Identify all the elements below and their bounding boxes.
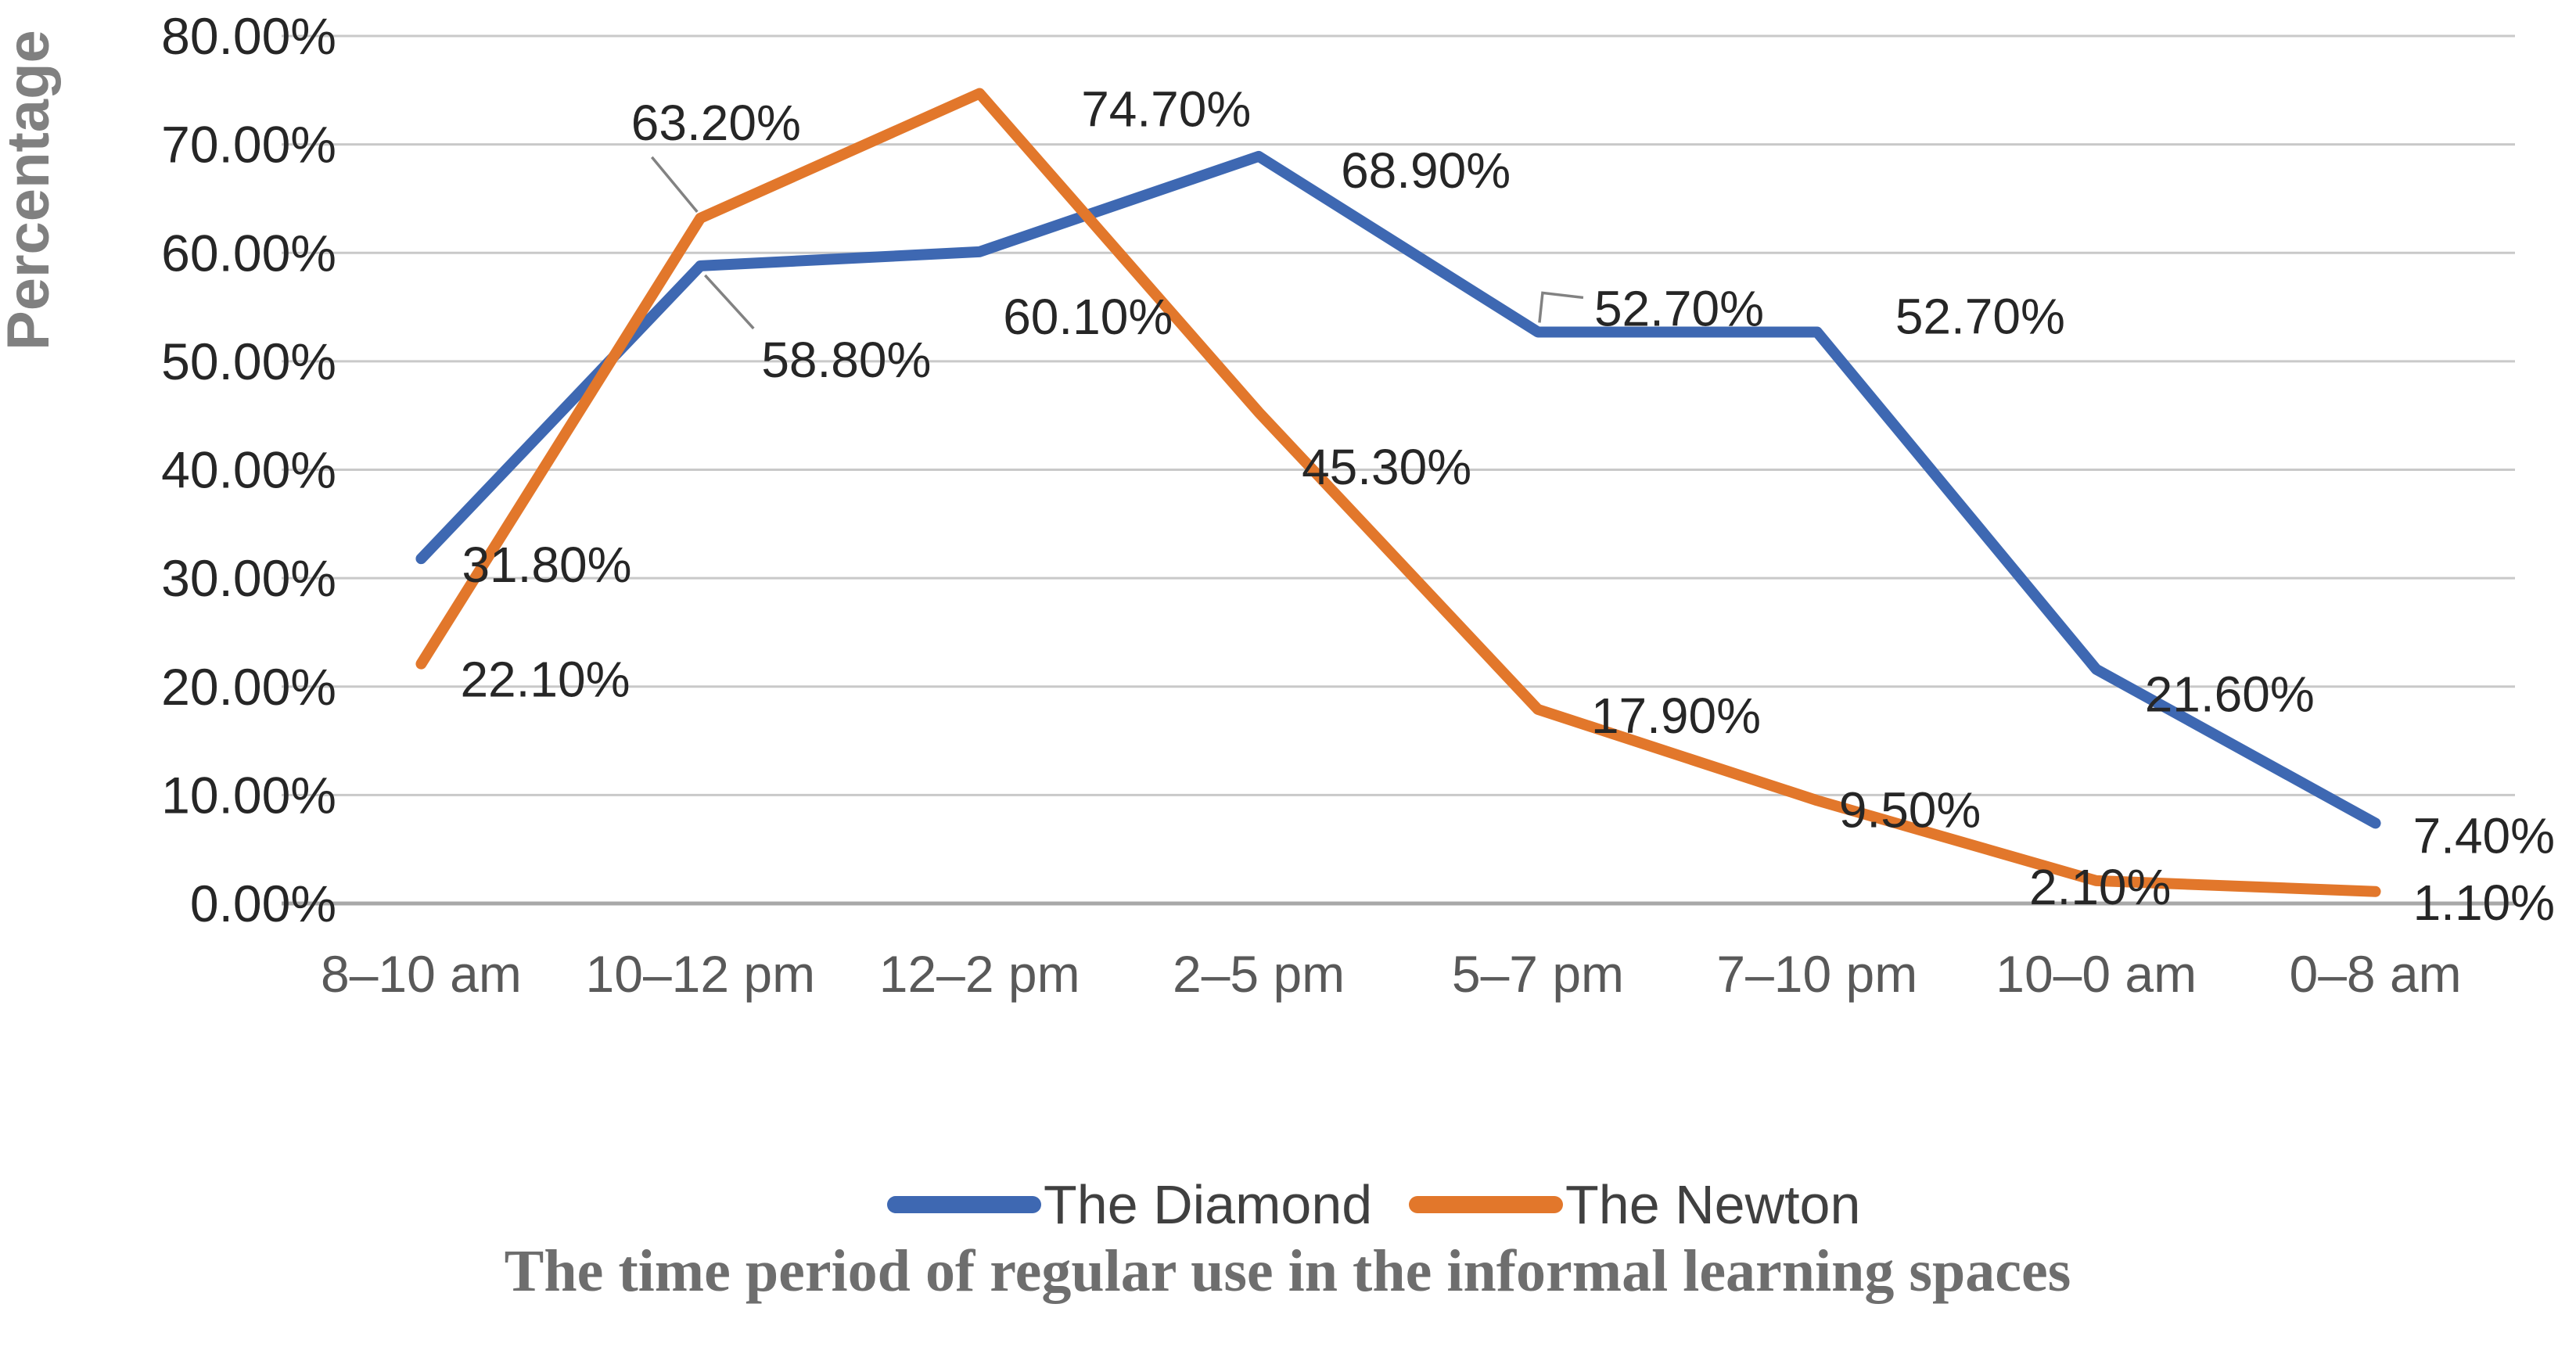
y-tick-label: 0.00% (190, 875, 336, 932)
series-layer (415, 88, 2381, 897)
data-label: 21.60% (2145, 666, 2315, 723)
data-label-layer: 31.80% 58.80% 60.10% 68.90% 52.70% 52.70% 21.6… (460, 81, 2555, 930)
leader-layer (650, 156, 1584, 330)
data-label: 74.70% (1081, 81, 1251, 137)
data-label: 17.90% (1591, 688, 1761, 744)
label-leader-line (1538, 291, 1584, 323)
x-category-label: 12–2 pm (879, 945, 1080, 1003)
data-label: 60.10% (1003, 289, 1173, 345)
data-label: 52.70% (1594, 280, 1764, 336)
data-label: 1.10% (2413, 875, 2555, 931)
chart-title: The time period of regular use in the in… (505, 1238, 2071, 1304)
legend-label-the-newton: The Newton (1565, 1174, 1860, 1235)
legend-label-the-diamond: The Diamond (1044, 1174, 1372, 1235)
grid-layer (282, 34, 2515, 906)
data-label: 63.20% (631, 95, 801, 151)
series-line-the-diamond (415, 150, 2381, 829)
series-line-the-newton (415, 88, 2381, 897)
data-label: 9.50% (1839, 781, 1981, 838)
y-tick-label: 50.00% (161, 332, 336, 390)
y-axis-title: Percentage (0, 30, 62, 350)
x-category-label: 10–0 am (1996, 945, 2197, 1003)
y-tick-label: 10.00% (161, 766, 336, 824)
data-label: 68.90% (1341, 142, 1511, 199)
data-label: 22.10% (460, 652, 630, 708)
y-tick-label: 70.00% (161, 116, 336, 174)
y-tick-label: 20.00% (161, 658, 336, 716)
x-category-label: 8–10 am (321, 945, 522, 1003)
data-label: 45.30% (1302, 439, 1471, 495)
data-label: 7.40% (2413, 807, 2555, 864)
data-label: 2.10% (2029, 859, 2171, 915)
x-category-label: 10–12 pm (586, 945, 816, 1003)
y-tick-label: 80.00% (161, 7, 336, 65)
axis-text-layer: 0.00% 10.00% 20.00% 30.00% 40.00% 50.00% 60.00… (161, 7, 2461, 1003)
label-leader-line (650, 156, 699, 214)
data-label: 58.80% (761, 332, 931, 388)
x-category-label: 0–8 am (2289, 945, 2461, 1003)
y-tick-label: 30.00% (161, 549, 336, 607)
x-category-label: 5–7 pm (1452, 945, 1624, 1003)
x-category-label: 7–10 pm (1716, 945, 1917, 1003)
data-label: 52.70% (1895, 288, 2065, 344)
legend: The Diamond The Newton (887, 1174, 1860, 1235)
y-tick-label: 40.00% (161, 441, 336, 499)
y-tick-label: 60.00% (161, 224, 336, 282)
data-label: 31.80% (462, 537, 631, 593)
label-leader-line (704, 274, 755, 330)
x-category-label: 2–5 pm (1173, 945, 1345, 1003)
